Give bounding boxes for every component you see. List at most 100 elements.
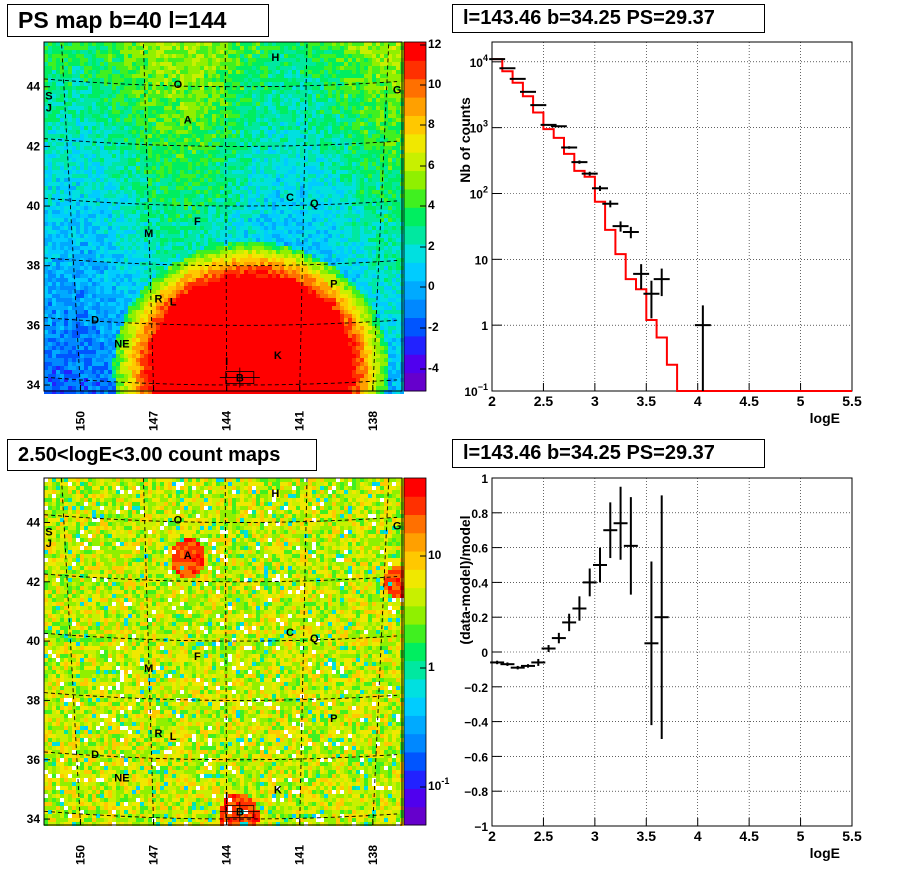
spectrum-x-tick-label: 4 (694, 393, 702, 409)
ps-map-y-tick-label: 38 (27, 259, 41, 273)
residual-y-tick-label: −0.4 (464, 716, 488, 730)
ps-map-source-f: F (194, 216, 201, 228)
count-map-heatmap (44, 478, 404, 826)
residual-x-tick-label: 5 (797, 828, 805, 844)
residual-y-tick-label: 0 (481, 646, 488, 660)
count-map-colorbar-cell (404, 642, 426, 662)
count-map-x-tick-label: 141 (293, 845, 307, 865)
residual-y-tick-label: −0.2 (464, 681, 488, 695)
residual-x-tick-label: 2 (488, 828, 496, 844)
count-map-colorbar-cell (404, 587, 426, 607)
residual-x-tick-label: 4.5 (739, 828, 759, 844)
ps-map-colorbar-tick-label: 0 (428, 279, 435, 293)
spectrum-x-tick-label: 5.5 (842, 393, 862, 409)
count-map-y-tick-label: 44 (27, 515, 41, 529)
ps-map-y-tick-label: 44 (27, 80, 41, 94)
count-map-colorbar-cell (404, 678, 426, 698)
spectrum-y-tick-label: 104 (470, 53, 488, 70)
ps-map-colorbar-cell (404, 152, 426, 172)
count-map-colorbar-cell (404, 770, 426, 789)
ps-map-y-tick-label: 36 (27, 318, 41, 332)
ps-map-title: PS map b=40 l=144 (7, 4, 269, 37)
spectrum-x-tick-label: 3.5 (637, 393, 657, 409)
residual-ylabel: (data-model)/model (457, 515, 473, 644)
residual-y-tick-label: −0.8 (464, 785, 488, 799)
count-map-x-tick-label: 150 (74, 845, 88, 865)
spectrum-xlabel: logE (810, 410, 840, 426)
count-map-source-l: L (170, 731, 177, 743)
ps-map-colorbar-tick-label: 8 (428, 117, 435, 131)
residual-y-tick-label: 0.4 (471, 576, 488, 590)
ps-map-colorbar-tick-label: 12 (428, 37, 442, 51)
ps-map-colorbar-cell (404, 170, 426, 190)
ps-map-x-tick-label: 141 (293, 411, 307, 431)
ps-map-source-j: J (46, 103, 52, 115)
count-map-colorbar-cell (404, 624, 426, 643)
count-map-colorbar-cell (404, 569, 426, 589)
count-map-source-k: K (274, 784, 282, 796)
count-map-source-m: M (144, 663, 153, 675)
count-map-colorbar-tick-label: 10 (428, 548, 442, 562)
ps-map-coord-grid (43, 41, 398, 392)
count-map-source-r: R (154, 728, 162, 740)
ps-map-colorbar-cell (404, 78, 426, 98)
residual-y-tick-label: 0.6 (471, 542, 488, 556)
count-map-colorbar-cell (404, 697, 426, 716)
count-map-y-tick-label: 36 (27, 753, 41, 767)
ps-map-x-tick-label: 147 (147, 411, 161, 431)
count-map-x-tick-label: 138 (366, 845, 380, 865)
count-map-colorbar-cell (404, 551, 426, 570)
count-map-y-tick-label: 34 (27, 812, 41, 826)
ps-map-source-i: I (225, 356, 228, 368)
residual-grid (491, 477, 853, 827)
ps-map-source-d: D (91, 314, 99, 326)
spectrum-y-tick-label: 103 (470, 119, 488, 136)
count-map-colorbar-cell (404, 788, 426, 808)
spectrum-grid (491, 42, 853, 392)
ps-map-source-g: G (393, 85, 402, 97)
spectrum-y-tick-label: 102 (470, 184, 488, 201)
spectrum-frame (491, 41, 853, 392)
ps-map-colorbar-cell (404, 244, 426, 263)
spectrum-x-tick-label: 5 (797, 393, 805, 409)
residual-y-tick-label: 1 (481, 472, 488, 486)
residual-x-tick-label: 2.5 (534, 828, 554, 844)
ps-map-colorbar-cell (404, 188, 426, 208)
ps-map-y-tick-label: 34 (27, 378, 41, 392)
ps-map-source-s: S (45, 91, 52, 103)
ps-map-colorbar-frame (403, 41, 427, 392)
count-map-colorbar-cell (404, 806, 426, 826)
ps-map-colorbar-cell (404, 354, 426, 374)
count-map-x-tick-label: 147 (147, 845, 161, 865)
count-map-source-h: H (271, 488, 279, 500)
count-map-source-d: D (91, 749, 99, 761)
ps-map-colorbar-tick-label: 6 (428, 158, 435, 172)
residual-title: l=143.46 b=34.25 PS=29.37 (452, 439, 765, 468)
ps-map-source-o: O (174, 79, 183, 91)
count-map-coord-grid (43, 477, 398, 826)
residual-x-tick-label: 5.5 (842, 828, 862, 844)
count-map-colorbar-cell (404, 751, 426, 771)
ps-map-colorbar-tick-label: 4 (428, 198, 435, 212)
ps-map-source-l: L (170, 297, 177, 309)
ps-map-heatmap (44, 42, 404, 394)
count-map-colorbar-tick-label: 10-1 (428, 776, 449, 793)
count-map-y-tick-label: 40 (27, 634, 41, 648)
count-map-colorbar-cell (404, 532, 426, 552)
ps-map-x-tick-label: 150 (74, 411, 88, 431)
count-map-source-s: S (45, 526, 52, 538)
ps-map-x-tick-label: 144 (220, 411, 234, 431)
residual-y-tick-label: −1 (474, 820, 488, 834)
ps-map-source-q: Q (310, 198, 319, 210)
count-map-source-c: C (286, 627, 294, 639)
ps-map-colorbar-cell (404, 299, 426, 319)
residual-x-tick-label: 3 (591, 828, 599, 844)
count-map-source-o: O (174, 515, 183, 527)
count-map-source-q: Q (310, 633, 319, 645)
ps-map-colorbar-cell (404, 262, 426, 282)
ps-map-y-tick-label: 42 (27, 139, 41, 153)
ps-map-colorbar-cell (404, 372, 426, 392)
count-map-title: 2.50<logE<3.00 count maps (7, 439, 317, 471)
count-map-colorbar-frame (403, 477, 427, 826)
